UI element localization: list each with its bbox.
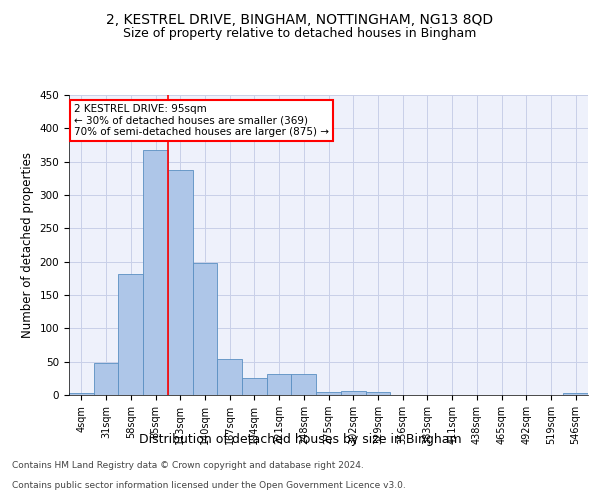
Text: Contains HM Land Registry data © Crown copyright and database right 2024.: Contains HM Land Registry data © Crown c… [12, 461, 364, 470]
Bar [267, 374, 292, 395]
Text: Contains public sector information licensed under the Open Government Licence v3: Contains public sector information licen… [12, 481, 406, 490]
Bar [94, 363, 118, 395]
Bar [118, 274, 143, 395]
Text: 2, KESTREL DRIVE, BINGHAM, NOTTINGHAM, NG13 8QD: 2, KESTREL DRIVE, BINGHAM, NOTTINGHAM, N… [106, 12, 494, 26]
Bar [69, 393, 94, 395]
Y-axis label: Number of detached properties: Number of detached properties [21, 152, 34, 338]
Bar [316, 392, 341, 395]
Text: Size of property relative to detached houses in Bingham: Size of property relative to detached ho… [124, 28, 476, 40]
Text: 2 KESTREL DRIVE: 95sqm
← 30% of detached houses are smaller (369)
70% of semi-de: 2 KESTREL DRIVE: 95sqm ← 30% of detached… [74, 104, 329, 137]
Bar [292, 374, 316, 395]
Bar [563, 393, 588, 395]
Bar [193, 263, 217, 395]
Bar [365, 392, 390, 395]
Bar [143, 150, 168, 395]
Bar [341, 391, 365, 395]
Bar [217, 359, 242, 395]
Bar [242, 378, 267, 395]
Bar [168, 170, 193, 395]
Text: Distribution of detached houses by size in Bingham: Distribution of detached houses by size … [139, 432, 461, 446]
